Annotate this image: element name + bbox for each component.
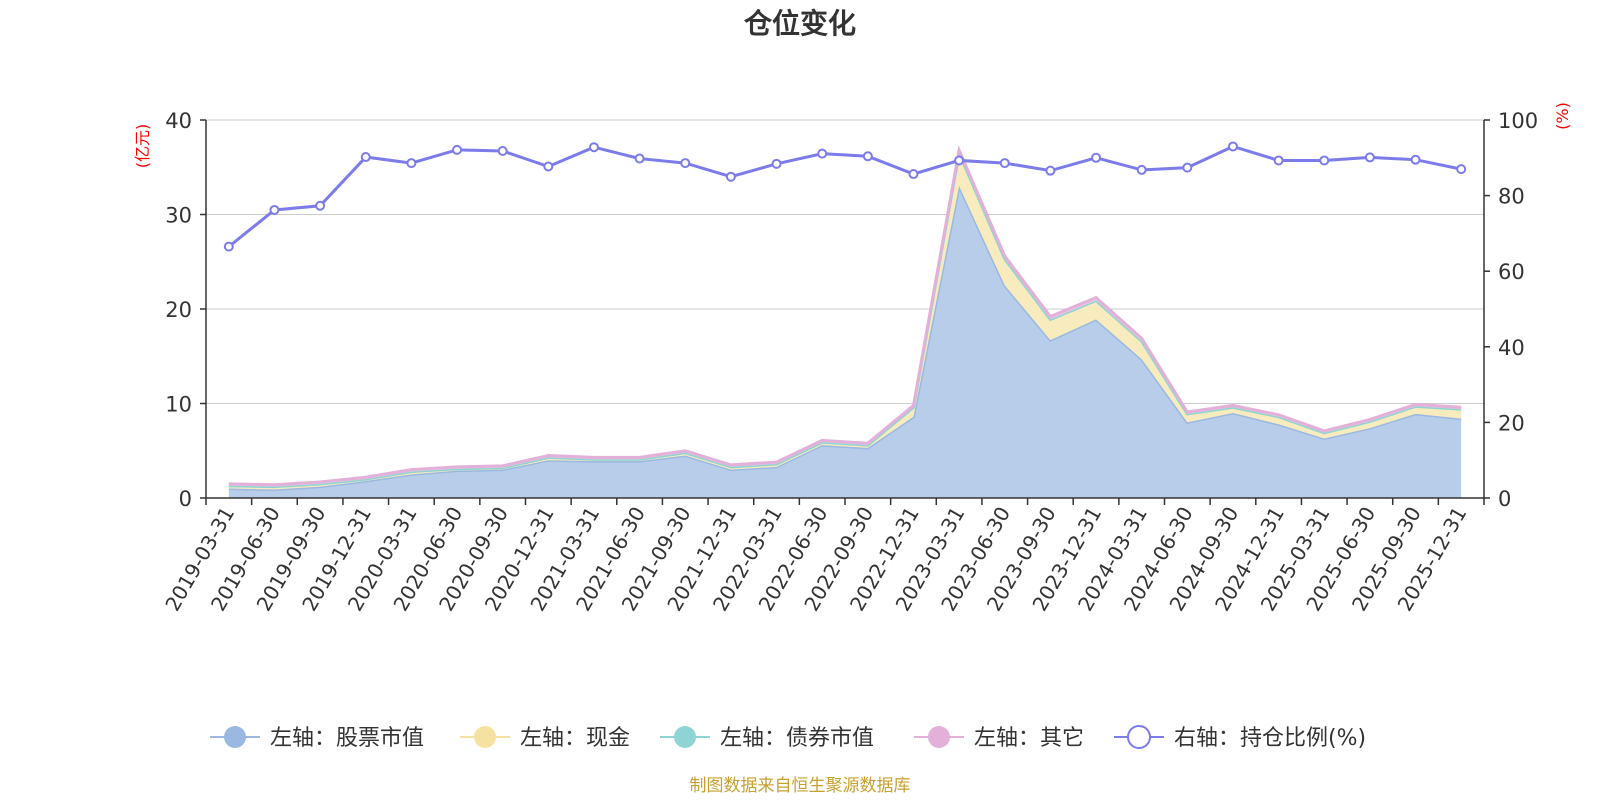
ratio-point-7[interactable] — [543, 161, 554, 172]
left-tick-label-1: 10 — [165, 393, 192, 417]
ratio-point-23[interactable] — [1273, 155, 1284, 166]
legend-label-1: 左轴：现金 — [520, 726, 630, 751]
ratio-point-18[interactable] — [1045, 165, 1056, 176]
ratio-point-5[interactable] — [452, 144, 463, 155]
ratio-point-24[interactable] — [1319, 155, 1330, 166]
ratio-point-9[interactable] — [634, 153, 645, 164]
ratio-point-8[interactable] — [588, 142, 599, 153]
legend-label-0: 左轴：股票市值 — [270, 726, 424, 751]
legend-marker-4 — [1127, 725, 1151, 749]
ratio-point-19[interactable] — [1091, 152, 1102, 163]
legend-marker-0 — [224, 726, 246, 748]
grid-lines — [206, 119, 1484, 404]
legend-marker-1 — [474, 726, 496, 748]
right-tick-label-1: 20 — [1498, 411, 1525, 435]
stacked-areas — [228, 145, 1462, 498]
ratio-point-16[interactable] — [954, 155, 965, 166]
source-note: 制图数据来自恒生聚源数据库 — [690, 776, 911, 796]
ratio-point-26[interactable] — [1410, 154, 1421, 165]
axes: 0102030400204060801002019-03-312019-06-3… — [160, 109, 1538, 615]
ratio-point-10[interactable] — [680, 158, 691, 169]
ratio-point-2[interactable] — [315, 200, 326, 211]
left-tick-label-2: 20 — [165, 298, 192, 322]
ratio-point-22[interactable] — [1227, 141, 1238, 152]
ratio-line-path — [227, 144, 1462, 248]
area-edge-series-3 — [228, 145, 1462, 487]
ratio-point-11[interactable] — [725, 171, 736, 182]
legend-item-1[interactable]: 左轴：现金 — [460, 726, 630, 751]
area-series-0 — [228, 186, 1462, 498]
legend-item-2[interactable]: 左轴：债券市值 — [660, 726, 874, 751]
chart-title: 仓位变化 — [744, 7, 856, 40]
ratio-point-3[interactable] — [360, 152, 371, 163]
legend-marker-2 — [674, 726, 696, 748]
ratio-line — [223, 141, 1467, 252]
ratio-point-4[interactable] — [406, 158, 417, 169]
ratio-point-20[interactable] — [1136, 164, 1147, 175]
left-tick-label-3: 30 — [165, 204, 192, 228]
right-tick-label-0: 0 — [1498, 487, 1511, 511]
ratio-point-27[interactable] — [1456, 164, 1467, 175]
left-tick-label-0: 0 — [179, 487, 192, 511]
area-edge-series-2 — [228, 147, 1462, 489]
ratio-point-6[interactable] — [497, 145, 508, 156]
legend-label-3: 左轴：其它 — [974, 726, 1084, 751]
legend-label-4: 右轴：持仓比例(%) — [1174, 726, 1366, 751]
right-tick-label-3: 60 — [1498, 260, 1525, 284]
legend: 左轴：股票市值 左轴：现金 左轴：债券市值 左轴：其它 右轴：持仓比例(%) — [210, 725, 1366, 751]
legend-label-2: 左轴：债券市值 — [720, 726, 874, 751]
right-axis-unit: (%) — [1553, 102, 1572, 130]
left-axis-unit: (亿元) — [133, 124, 152, 169]
legend-item-0[interactable]: 左轴：股票市值 — [210, 726, 424, 751]
left-tick-label-4: 40 — [165, 109, 192, 133]
ratio-point-12[interactable] — [771, 158, 782, 169]
ratio-point-0[interactable] — [223, 241, 234, 252]
legend-item-4[interactable]: 右轴：持仓比例(%) — [1114, 725, 1366, 751]
ratio-point-14[interactable] — [862, 151, 873, 162]
ratio-point-15[interactable] — [908, 169, 919, 180]
ratio-point-1[interactable] — [269, 204, 280, 215]
right-tick-label-5: 100 — [1498, 109, 1538, 133]
right-tick-label-2: 40 — [1498, 336, 1525, 360]
ratio-point-13[interactable] — [817, 148, 828, 159]
ratio-point-17[interactable] — [999, 158, 1010, 169]
ratio-point-21[interactable] — [1182, 162, 1193, 173]
right-tick-label-4: 80 — [1498, 185, 1525, 209]
legend-item-3[interactable]: 左轴：其它 — [914, 726, 1084, 751]
legend-marker-3 — [928, 726, 950, 748]
ratio-point-25[interactable] — [1364, 152, 1375, 163]
